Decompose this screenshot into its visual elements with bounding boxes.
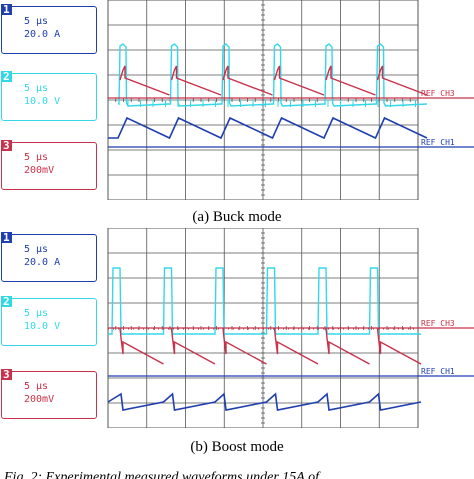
channel-1-timebase: 5 μs	[24, 16, 49, 27]
figure-caption-text: Fig. 2: Experimental measured waveforms …	[4, 470, 319, 479]
oscilloscope-display-buck: REF_CH3 REF_CH1	[107, 0, 474, 200]
ref-ch1-label: REF_CH1	[421, 138, 455, 147]
sensed-signal-trace	[119, 65, 428, 96]
channel-2-box: 2 5 μs 10.0 V	[1, 295, 97, 346]
channel-2-scale: 10.0 V	[24, 321, 61, 332]
channel-2-timebase: 5 μs	[24, 83, 49, 94]
switch-voltage-trace	[108, 267, 421, 335]
channel-2-number: 2	[1, 70, 12, 83]
channel-3-timebase: 5 μs	[24, 381, 49, 392]
ref-ch3-label: REF_CH3	[421, 319, 455, 328]
sensed-signal-trace	[119, 327, 422, 365]
ref-ch1-label: REF_CH1	[421, 367, 455, 376]
channel-3-number: 3	[1, 139, 12, 152]
channel-2-scale: 10.0 V	[24, 96, 61, 107]
channel-1-box: 1 5 μs 20.0 A	[1, 3, 97, 54]
caption-boost: (b) Boost mode	[190, 439, 284, 455]
ref-ch3-label: REF_CH3	[421, 89, 455, 98]
channel-1-scale: 20.0 A	[24, 257, 61, 268]
channel-2-box: 2 5 μs 10.0 V	[1, 70, 97, 121]
oscilloscope-display-boost: REF_CH3 REF_CH1	[107, 228, 474, 428]
channel-3-scale: 200mV	[24, 165, 55, 176]
scope-panel-buck: REF_CH3 REF_CH1 1 5 μs 20.0 A 2 5 μs 10.0…	[0, 0, 474, 200]
channel-1-number: 1	[1, 3, 12, 16]
channel-3-timebase: 5 μs	[24, 152, 49, 163]
channel-3-scale: 200mV	[24, 394, 55, 405]
inductor-current-trace	[107, 392, 422, 411]
channel-1-scale: 20.0 A	[24, 29, 61, 40]
caption-buck: (a) Buck mode	[192, 209, 282, 225]
channel-1-number: 1	[1, 231, 12, 244]
channel-1-timebase: 5 μs	[24, 244, 49, 255]
inductor-current-trace	[108, 116, 428, 140]
scope-panel-boost: REF_CH3 REF_CH1 1 5 μs 20.0 A 2 5 μs 10.0…	[0, 228, 474, 428]
switch-voltage-trace	[118, 43, 428, 107]
channel-3-box: 3 5 μs 200mV	[1, 139, 97, 190]
channel-3-number: 3	[1, 368, 12, 381]
channel-2-timebase: 5 μs	[24, 308, 49, 319]
channel-2-number: 2	[1, 295, 12, 308]
channel-1-box: 1 5 μs 20.0 A	[1, 231, 97, 282]
channel-3-box: 3 5 μs 200mV	[1, 368, 97, 419]
